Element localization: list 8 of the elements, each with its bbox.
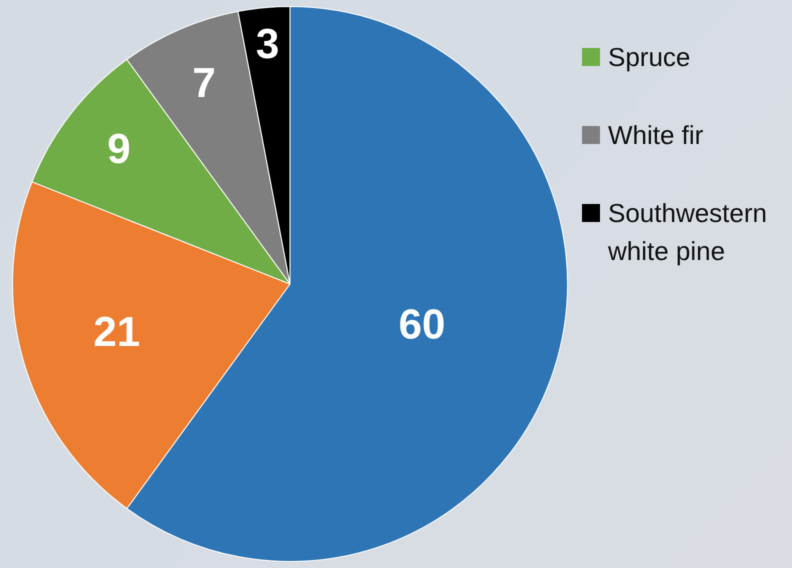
data-label: 21 <box>93 308 140 355</box>
data-label: 9 <box>107 124 131 172</box>
data-label: 60 <box>398 300 446 348</box>
legend-label: Southwestern white pine <box>608 197 768 268</box>
data-label: 7 <box>192 58 216 106</box>
data-label: 3 <box>256 20 280 67</box>
legend-label: Spruce <box>608 41 690 74</box>
legend-label: White fir <box>608 119 704 152</box>
